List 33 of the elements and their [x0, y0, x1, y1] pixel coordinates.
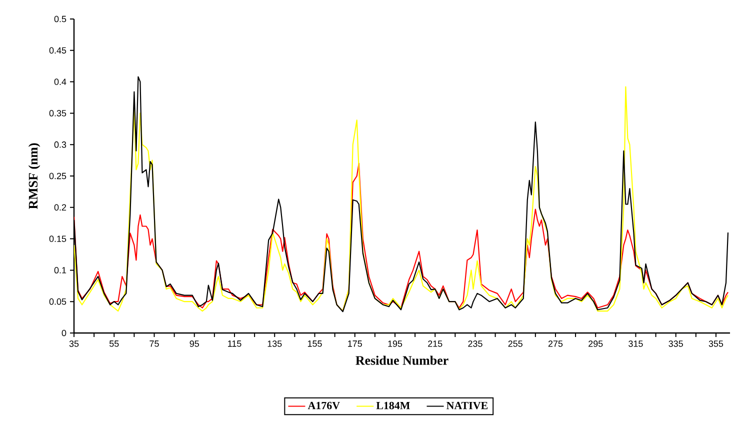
x-tick-label: 315	[628, 340, 643, 347]
y-tick-label: 0.4	[54, 78, 66, 85]
x-tick-label: 255	[508, 340, 522, 347]
y-tick-label: 0.5	[54, 16, 66, 22]
y-axis-title: RMSF (nm)	[28, 143, 40, 210]
x-tick-label: 155	[308, 340, 322, 347]
y-tick-label: 0	[62, 330, 66, 336]
y-tick-label: 0.35	[49, 110, 66, 116]
legend-label: L184M	[376, 402, 410, 410]
y-tick-label: 0.1	[54, 267, 66, 274]
x-tick-label: 95	[190, 340, 199, 347]
x-tick-label: 295	[588, 340, 603, 347]
y-tick-label: 0.2	[54, 204, 66, 211]
x-tick-label: 215	[428, 340, 442, 347]
x-tick-label: 195	[388, 340, 402, 347]
x-tick-label: 275	[548, 340, 563, 347]
y-tick-label: 0.45	[49, 47, 66, 54]
x-tick-label: 175	[348, 340, 362, 347]
x-tick-label: 115	[228, 340, 242, 347]
x-tick-label: 75	[150, 340, 159, 347]
y-tick-label: 0.15	[49, 236, 66, 242]
x-tick-label: 55	[109, 340, 119, 347]
x-tick-label: 335	[668, 340, 683, 347]
x-tick-label: 35	[69, 340, 79, 347]
legend-label: A176V	[308, 402, 340, 410]
y-tick-label: 0.05	[49, 298, 66, 305]
y-tick-label: 0.25	[49, 172, 66, 180]
x-tick-label: 135	[268, 340, 282, 347]
y-tick-label: 0.3	[54, 141, 66, 148]
legend-label: NATIVE	[446, 402, 488, 410]
x-tick-label: 235	[468, 340, 482, 347]
x-tick-label: 355	[708, 340, 724, 347]
x-axis-title: Residue Number	[356, 356, 448, 365]
